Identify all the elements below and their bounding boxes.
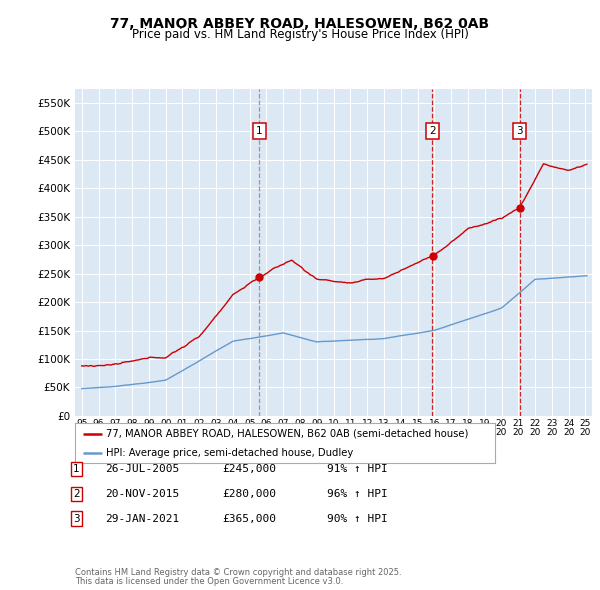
Text: 20-NOV-2015: 20-NOV-2015 xyxy=(105,489,179,499)
Text: 77, MANOR ABBEY ROAD, HALESOWEN, B62 0AB: 77, MANOR ABBEY ROAD, HALESOWEN, B62 0AB xyxy=(110,17,490,31)
Text: Contains HM Land Registry data © Crown copyright and database right 2025.: Contains HM Land Registry data © Crown c… xyxy=(75,568,401,577)
Text: £365,000: £365,000 xyxy=(222,514,276,523)
Text: 3: 3 xyxy=(517,126,523,136)
Text: 26-JUL-2005: 26-JUL-2005 xyxy=(105,464,179,474)
Text: £245,000: £245,000 xyxy=(222,464,276,474)
Text: 2: 2 xyxy=(429,126,436,136)
Text: HPI: Average price, semi-detached house, Dudley: HPI: Average price, semi-detached house,… xyxy=(107,448,354,458)
Text: Price paid vs. HM Land Registry's House Price Index (HPI): Price paid vs. HM Land Registry's House … xyxy=(131,28,469,41)
Text: 77, MANOR ABBEY ROAD, HALESOWEN, B62 0AB (semi-detached house): 77, MANOR ABBEY ROAD, HALESOWEN, B62 0AB… xyxy=(107,429,469,439)
Text: 90% ↑ HPI: 90% ↑ HPI xyxy=(327,514,388,523)
Text: This data is licensed under the Open Government Licence v3.0.: This data is licensed under the Open Gov… xyxy=(75,577,343,586)
Text: 1: 1 xyxy=(256,126,263,136)
Text: 3: 3 xyxy=(73,514,80,523)
Text: 2: 2 xyxy=(73,489,80,499)
Text: 91% ↑ HPI: 91% ↑ HPI xyxy=(327,464,388,474)
Text: 1: 1 xyxy=(73,464,80,474)
Text: 29-JAN-2021: 29-JAN-2021 xyxy=(105,514,179,523)
Text: 96% ↑ HPI: 96% ↑ HPI xyxy=(327,489,388,499)
Text: £280,000: £280,000 xyxy=(222,489,276,499)
